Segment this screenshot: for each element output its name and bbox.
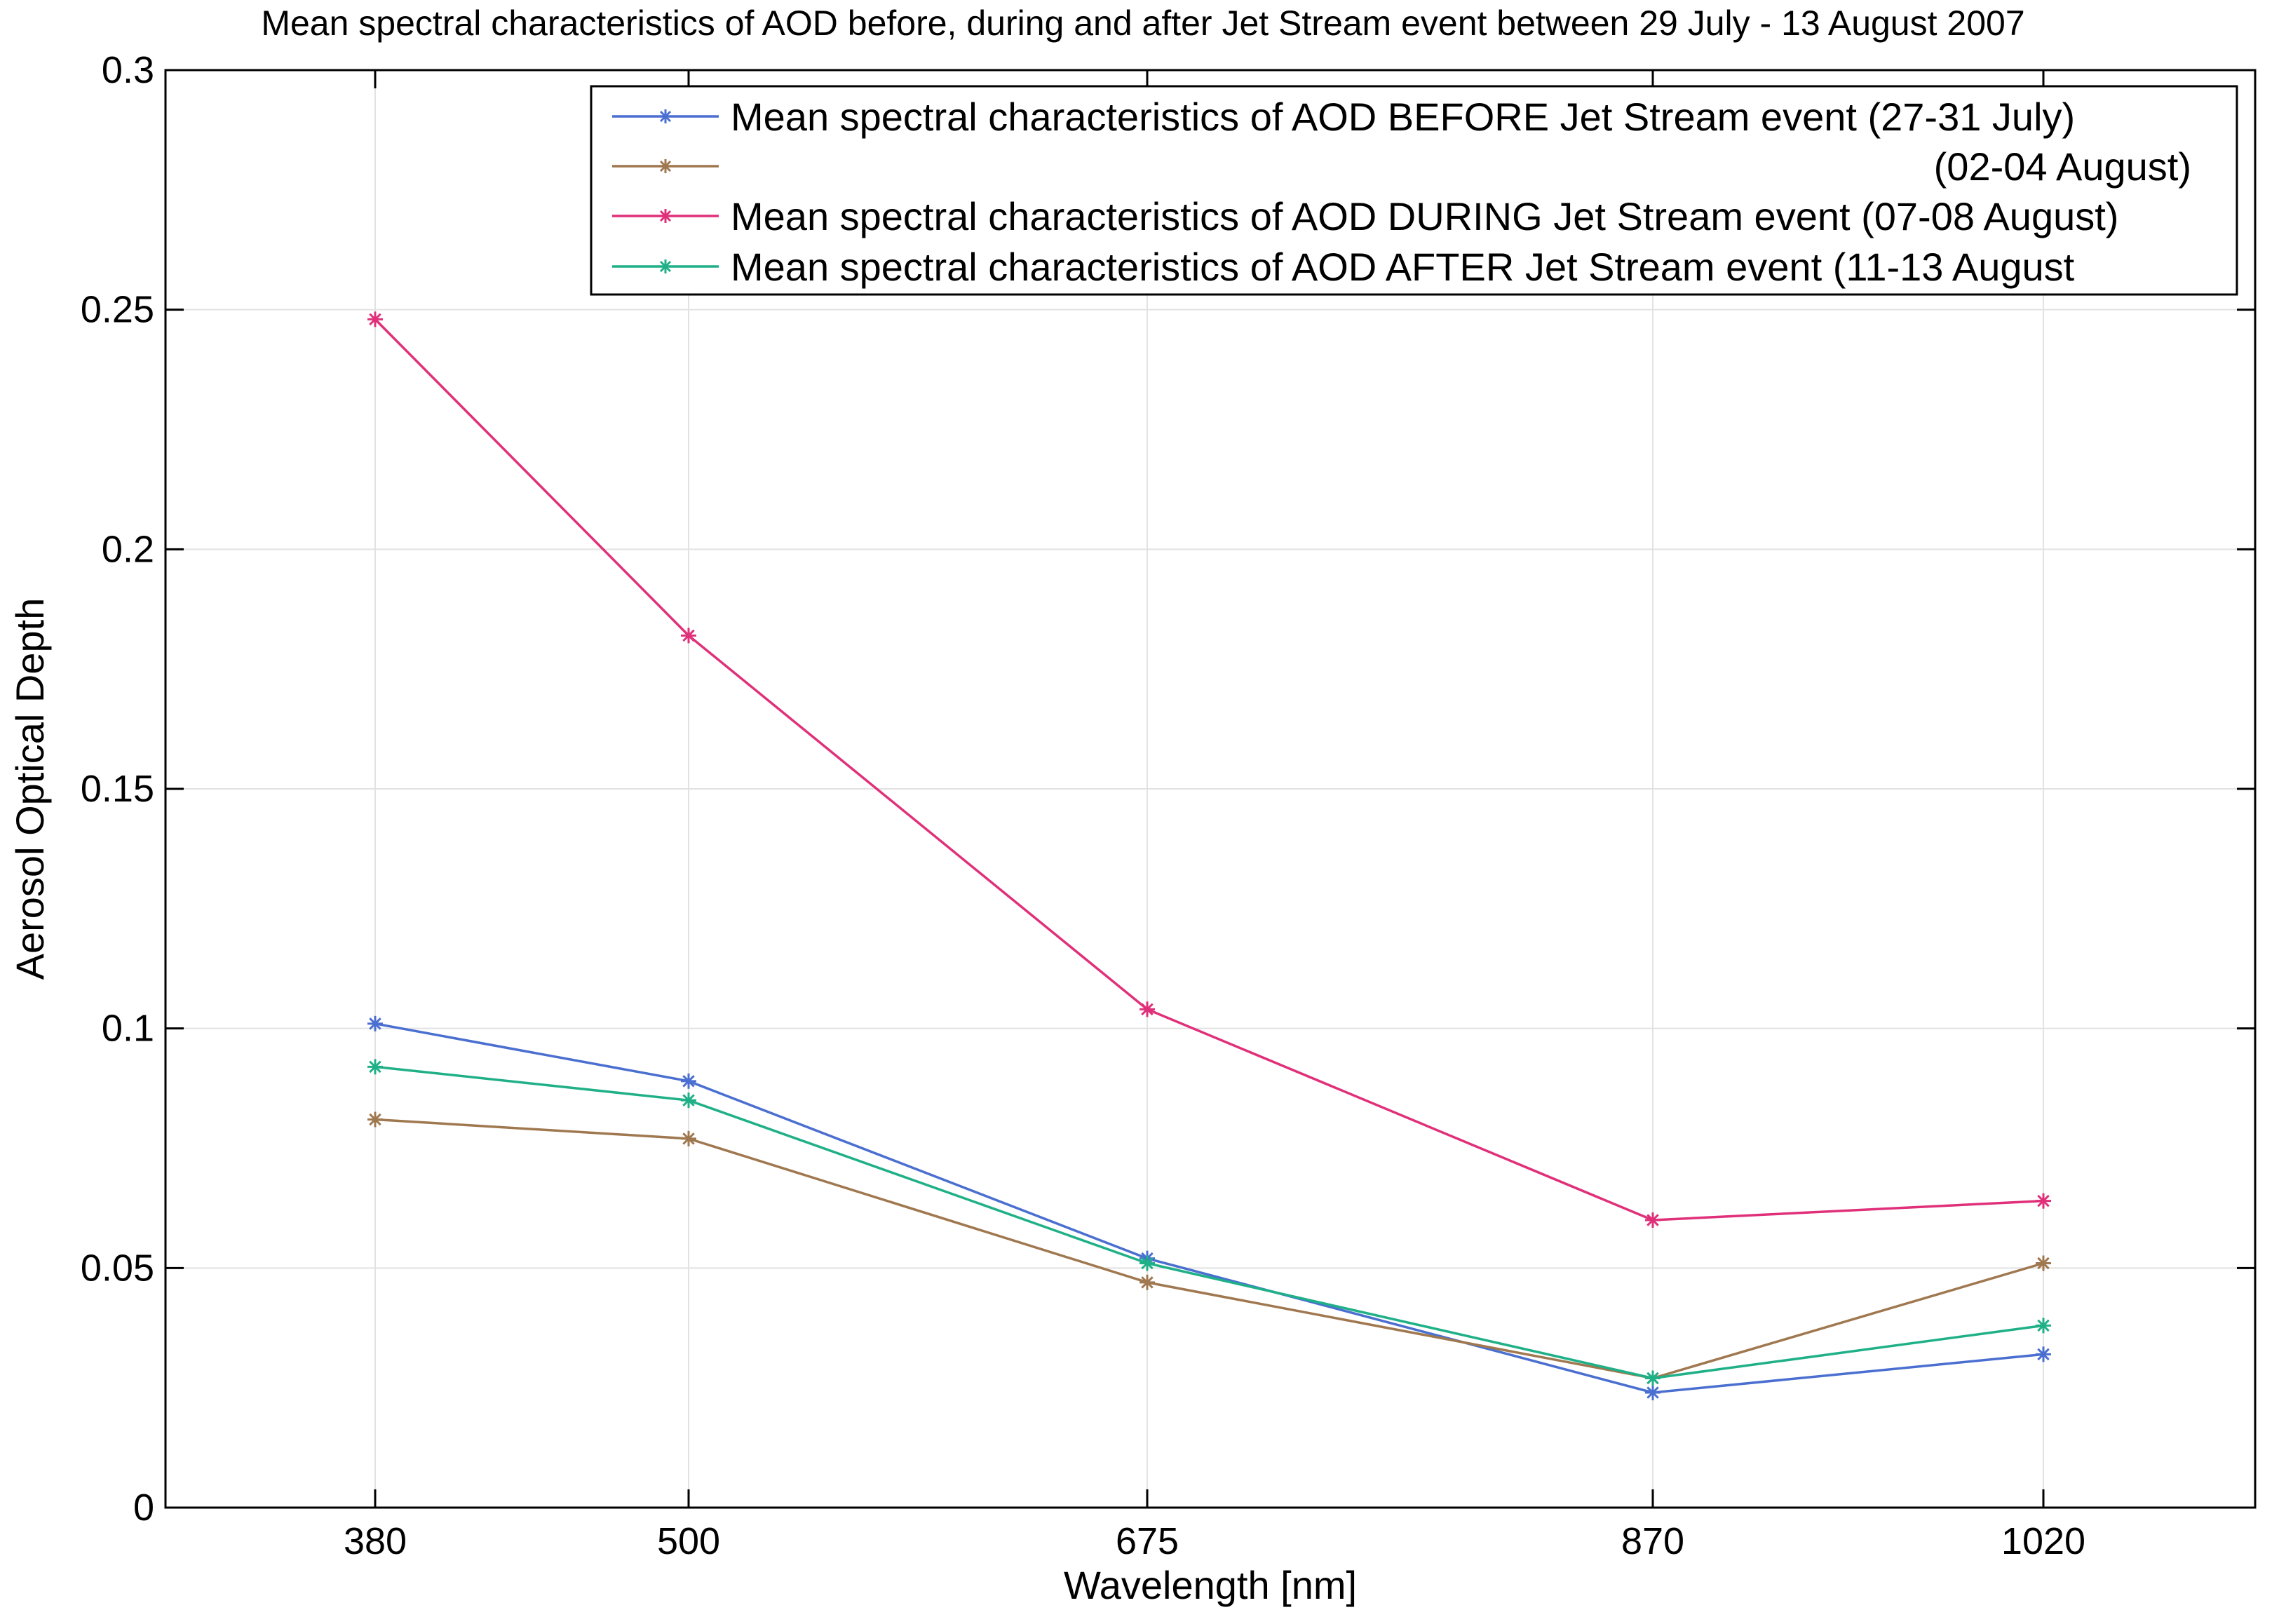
marker-stroke	[1646, 1214, 1659, 1226]
y-tick-label: 0.25	[81, 289, 154, 331]
marker-stroke	[1141, 1003, 1154, 1016]
data-point	[658, 209, 672, 223]
marker-stroke	[659, 260, 672, 273]
marker-stroke	[2037, 1257, 2050, 1270]
x-tick-label: 500	[657, 1520, 720, 1562]
series-group	[367, 311, 2051, 1400]
y-tick-label: 0.1	[102, 1008, 154, 1050]
marker-stroke	[1141, 1257, 1154, 1270]
data-point	[367, 1111, 383, 1128]
legend-entry-label: Mean spectral characteristics of AOD BEF…	[731, 95, 2075, 139]
data-point	[681, 1092, 696, 1109]
chart-title: Mean spectral characteristics of AOD bef…	[261, 4, 2024, 43]
y-axis-label: Aerosol Optical Depth	[8, 598, 52, 980]
marker-stroke	[369, 1060, 381, 1074]
marker-stroke	[2037, 1319, 2050, 1332]
marker-stroke	[659, 160, 672, 172]
data-point	[1139, 1001, 1155, 1017]
marker-stroke	[682, 1132, 695, 1145]
data-point	[681, 1130, 696, 1146]
y-tick-label: 0	[133, 1487, 154, 1529]
legend-box	[590, 85, 2238, 296]
marker-stroke	[369, 1113, 381, 1126]
data-point	[1139, 1274, 1155, 1290]
x-axis-label: Wavelength [nm]	[1064, 1563, 1357, 1607]
marker-stroke	[659, 110, 672, 123]
legend-entry-label: (02-04 August)	[1934, 144, 2191, 189]
data-point	[2036, 1346, 2051, 1362]
data-point	[1645, 1385, 1661, 1400]
data-point	[1139, 1255, 1155, 1271]
marker-stroke	[1646, 1372, 1659, 1385]
data-point	[367, 1059, 383, 1075]
data-point	[658, 109, 672, 123]
legend: Mean spectral characteristics of AOD BEF…	[590, 85, 2238, 296]
x-tick-label: 1020	[2001, 1520, 2085, 1562]
marker-stroke	[369, 313, 381, 326]
marker-stroke	[682, 1075, 695, 1088]
data-point	[681, 1073, 696, 1089]
data-point	[681, 628, 696, 644]
y-tick-label: 0.2	[102, 528, 154, 570]
marker-stroke	[659, 210, 672, 222]
x-tick-label: 870	[1621, 1520, 1684, 1562]
marker-stroke	[1646, 1386, 1659, 1399]
data-point	[367, 1015, 383, 1031]
y-tick-label: 0.15	[81, 768, 154, 810]
legend-entry-label: Mean spectral characteristics of AOD AFT…	[731, 245, 2075, 289]
data-point	[2036, 1193, 2051, 1209]
x-tick-label: 675	[1116, 1520, 1179, 1562]
data-point	[1645, 1212, 1661, 1228]
marker-stroke	[682, 629, 695, 642]
marker-stroke	[369, 1017, 381, 1030]
marker-stroke	[1141, 1276, 1154, 1289]
y-tick-label: 0.3	[102, 49, 154, 91]
data-point	[1645, 1370, 1661, 1386]
marker-stroke	[2037, 1348, 2050, 1361]
marker-stroke	[682, 1094, 695, 1107]
data-point	[367, 311, 383, 327]
data-point	[658, 259, 672, 273]
grid	[165, 70, 2255, 1508]
data-point	[2036, 1255, 2051, 1271]
x-tick-label: 380	[344, 1520, 407, 1562]
data-point	[2036, 1318, 2051, 1334]
y-tick-label: 0.05	[81, 1247, 154, 1289]
data-point	[658, 159, 672, 173]
marker-stroke	[2037, 1194, 2050, 1207]
axis-ticks: 0 0.05 0.1 0.15 0.2 0.25 0.3 380 500 675 870 1020	[81, 49, 2255, 1562]
legend-entry-label: Mean spectral characteristics of AOD DUR…	[731, 194, 2118, 238]
